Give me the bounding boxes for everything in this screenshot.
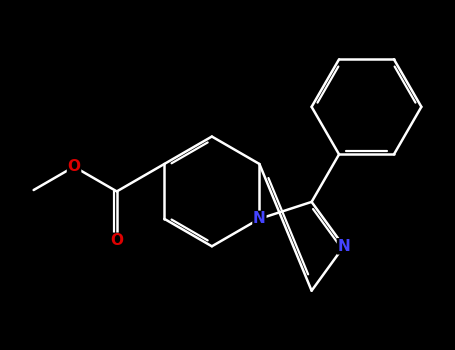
Text: O: O: [67, 159, 81, 174]
Text: N: N: [253, 211, 266, 226]
Text: N: N: [338, 239, 350, 254]
Text: O: O: [110, 233, 123, 248]
